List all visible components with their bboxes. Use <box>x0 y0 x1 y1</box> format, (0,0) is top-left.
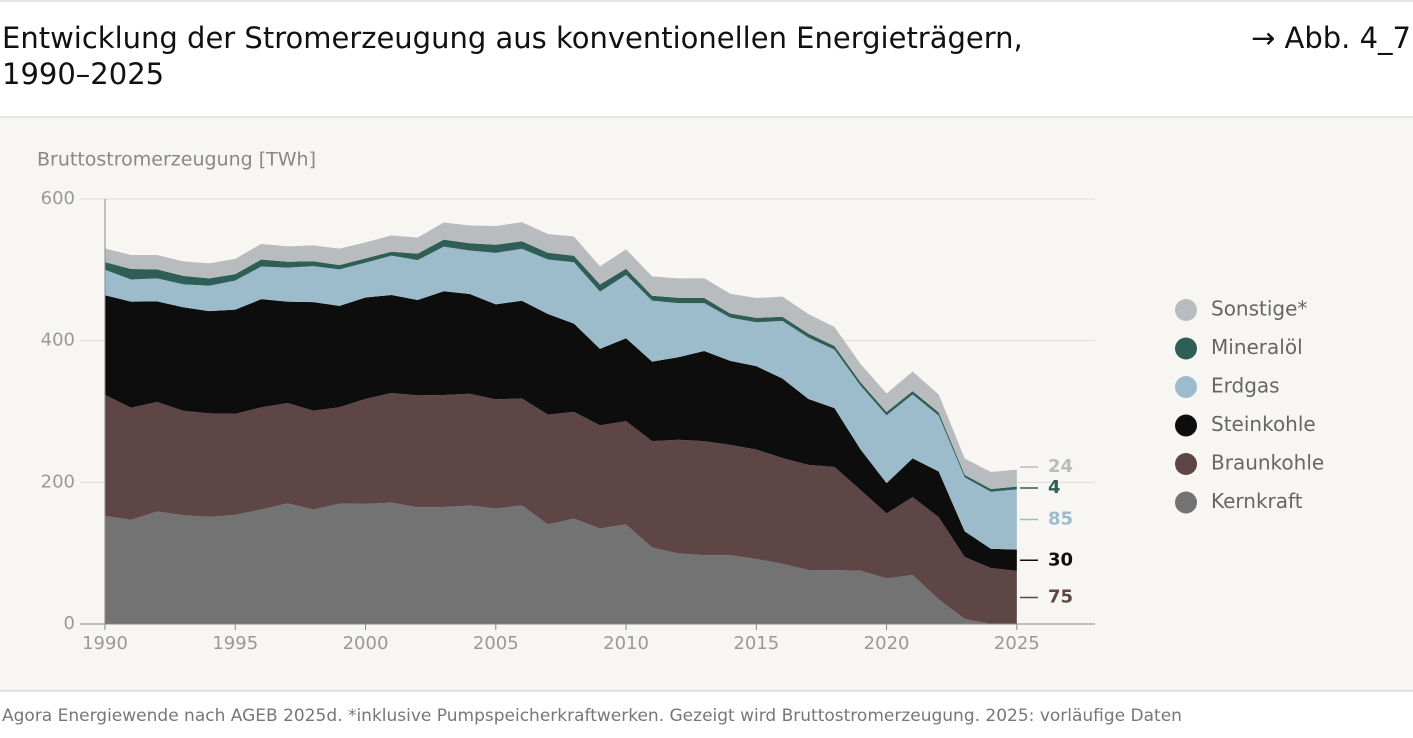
x-tick-label: 2000 <box>343 633 389 654</box>
end-label: 30 <box>1048 549 1073 570</box>
x-tick-label: 2025 <box>994 633 1040 654</box>
legend-swatch <box>1175 414 1197 437</box>
y-tick-label: 600 <box>41 188 75 209</box>
x-tick-label: 2015 <box>733 633 779 654</box>
legend-swatch <box>1175 337 1197 360</box>
legend-swatch <box>1175 453 1197 475</box>
area <box>105 502 1017 624</box>
source: Agora Energiewende nach AGEB 2025d. *ink… <box>2 706 1182 726</box>
area <box>105 291 1017 571</box>
y-tick-label: 400 <box>41 330 75 351</box>
x-tick-label: 2005 <box>473 633 519 654</box>
y-tick-label: 0 <box>64 613 75 634</box>
legend-label: Erdgas <box>1211 374 1280 398</box>
legend-swatch <box>1175 376 1197 398</box>
area <box>105 246 1017 550</box>
end-label: 85 <box>1048 509 1073 530</box>
x-tick-label: 2020 <box>864 633 910 654</box>
y-axis-label: Bruttostromerzeugung [TWh] <box>37 149 316 171</box>
legend-swatch <box>1175 491 1197 514</box>
x-tick-label: 2010 <box>603 633 649 654</box>
x-tick-label: 1995 <box>212 633 258 654</box>
legend-swatch <box>1175 299 1197 321</box>
y-tick-label: 200 <box>41 471 75 492</box>
x-tick-label: 1990 <box>82 633 128 654</box>
end-label: 75 <box>1048 586 1073 607</box>
end-label: 4 <box>1048 477 1061 498</box>
legend-label: Braunkohle <box>1211 451 1324 475</box>
figure-ref: → Abb. 4_7 <box>1250 21 1411 55</box>
legend-label: Kernkraft <box>1211 489 1303 513</box>
legend-label: Mineralöl <box>1211 335 1303 359</box>
end-label: 24 <box>1048 456 1073 477</box>
area <box>105 393 1017 624</box>
title: Entwicklung der Stromerzeugung aus konve… <box>2 21 1023 91</box>
legend-label: Steinkohle <box>1211 412 1316 436</box>
legend-label: Sonstige* <box>1211 297 1307 321</box>
